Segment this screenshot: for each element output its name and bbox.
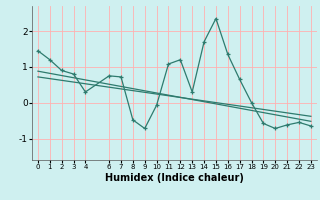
- X-axis label: Humidex (Indice chaleur): Humidex (Indice chaleur): [105, 173, 244, 183]
